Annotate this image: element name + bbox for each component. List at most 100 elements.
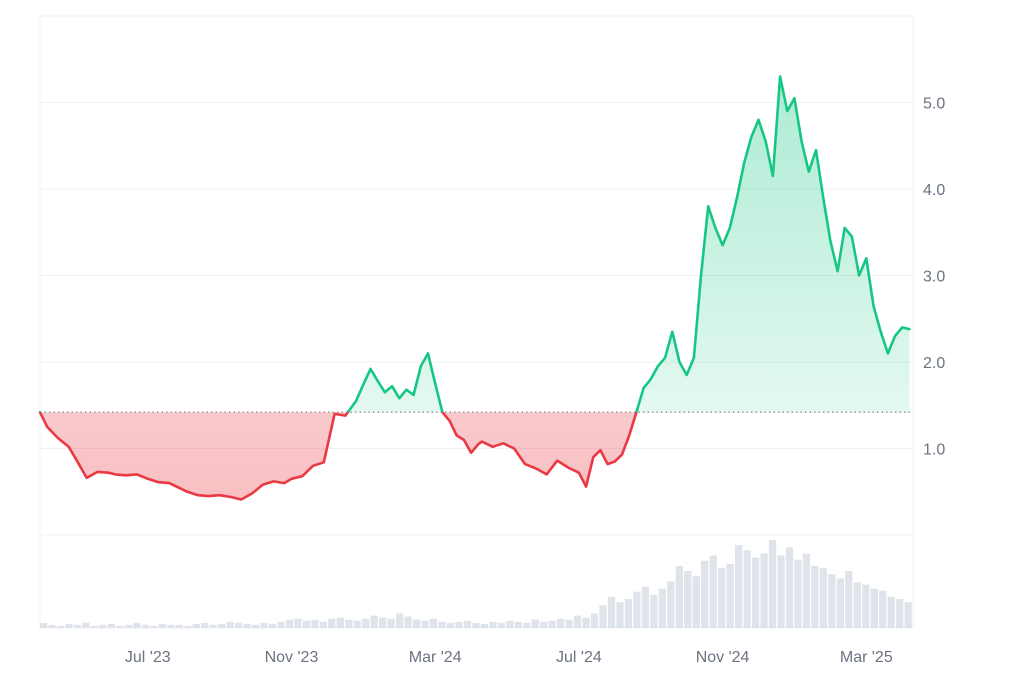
volume-bar bbox=[446, 622, 455, 628]
volume-bar bbox=[879, 590, 887, 628]
area-below-baseline bbox=[40, 412, 910, 500]
volume-bar bbox=[285, 619, 294, 628]
volume-bar bbox=[506, 620, 514, 628]
volume-bar bbox=[472, 622, 480, 628]
volume-bar bbox=[133, 622, 141, 628]
volume-bar bbox=[497, 622, 505, 628]
x-tick-label: Jul '23 bbox=[125, 649, 171, 666]
volume-bar bbox=[421, 620, 429, 628]
volume-bar bbox=[217, 623, 226, 628]
volume-bar bbox=[836, 578, 844, 628]
volume-bar bbox=[582, 617, 590, 628]
volume-bar bbox=[82, 622, 90, 628]
volume-bar bbox=[65, 623, 73, 628]
volume-bar bbox=[641, 586, 650, 628]
volume-bar bbox=[260, 622, 268, 628]
volume-bar bbox=[362, 618, 370, 628]
volume-bar bbox=[540, 621, 548, 628]
volume-bar bbox=[107, 623, 116, 628]
volume-bar bbox=[590, 613, 599, 628]
volume-bar bbox=[523, 622, 531, 628]
volume-bar bbox=[226, 621, 234, 628]
y-tick-label: 4.0 bbox=[923, 182, 945, 199]
volume-bar bbox=[616, 602, 624, 628]
volume-bar bbox=[480, 623, 489, 628]
volume-bar bbox=[90, 625, 99, 628]
volume-bar bbox=[277, 621, 285, 628]
volume-bar bbox=[887, 596, 895, 628]
volume-bar bbox=[633, 591, 641, 628]
volume-bar bbox=[73, 624, 82, 628]
volume-bar bbox=[760, 553, 768, 628]
volume-bar bbox=[345, 619, 353, 628]
volume-bar bbox=[675, 565, 683, 628]
volume-bar bbox=[607, 596, 616, 628]
volume-bar bbox=[489, 621, 497, 628]
volume-bar bbox=[150, 625, 158, 628]
volume-bar bbox=[624, 599, 633, 628]
volume-bar bbox=[40, 622, 48, 628]
volume-bar bbox=[751, 557, 760, 628]
line-layer bbox=[38, 75, 913, 501]
volume-bar bbox=[268, 623, 277, 628]
volume-bar bbox=[726, 563, 734, 628]
volume-bar bbox=[192, 623, 200, 628]
volume-bar bbox=[124, 624, 133, 628]
volume-bar bbox=[141, 624, 149, 628]
volume-bar bbox=[404, 616, 412, 628]
volume-bar bbox=[387, 618, 395, 628]
volume-bar bbox=[311, 619, 319, 628]
volume-bar bbox=[845, 571, 853, 628]
volume-bar bbox=[395, 613, 404, 628]
volume-bar bbox=[692, 576, 700, 628]
volume-bar bbox=[209, 624, 217, 628]
volume-bar bbox=[735, 545, 743, 628]
volume-layer bbox=[40, 540, 912, 628]
volume-bar bbox=[870, 588, 878, 628]
volume-bar bbox=[336, 617, 344, 628]
volume-bar bbox=[599, 605, 607, 628]
volume-bar bbox=[116, 625, 124, 628]
volume-bar bbox=[557, 618, 565, 628]
volume-bar bbox=[802, 553, 811, 628]
volume-bar bbox=[548, 620, 556, 628]
volume-bar bbox=[718, 567, 726, 628]
volume-bar bbox=[862, 584, 870, 628]
volume-bar bbox=[768, 540, 777, 628]
y-tick-label: 1.0 bbox=[923, 442, 945, 459]
volume-bar bbox=[251, 624, 260, 628]
volume-bar bbox=[565, 619, 573, 628]
volume-bar bbox=[243, 623, 251, 628]
x-tick-label: Nov '24 bbox=[696, 649, 750, 666]
volume-bar bbox=[785, 547, 794, 628]
x-tick-label: Mar '24 bbox=[409, 649, 462, 666]
volume-bar bbox=[777, 555, 785, 628]
volume-bar bbox=[684, 571, 692, 628]
volume-bar bbox=[794, 559, 802, 628]
price-line-up bbox=[38, 75, 911, 413]
price-line-down bbox=[38, 412, 638, 501]
volume-bar bbox=[828, 574, 836, 628]
volume-bar bbox=[819, 567, 828, 628]
volume-bar bbox=[650, 594, 658, 628]
volume-bar bbox=[701, 560, 709, 628]
volume-bar bbox=[56, 625, 65, 628]
volume-bar bbox=[658, 588, 667, 628]
volume-bar bbox=[302, 620, 311, 628]
x-tick-label: Mar '25 bbox=[840, 649, 893, 666]
area-layer bbox=[40, 76, 910, 500]
volume-bar bbox=[514, 621, 522, 628]
x-tick-label: Jul '24 bbox=[556, 649, 602, 666]
volume-bar bbox=[743, 550, 751, 628]
volume-bar bbox=[667, 581, 675, 628]
y-tick-label: 5.0 bbox=[923, 96, 945, 113]
x-tick-label: Nov '23 bbox=[265, 649, 319, 666]
volume-bar bbox=[48, 624, 56, 628]
y-tick-label: 3.0 bbox=[923, 269, 945, 286]
volume-bar bbox=[184, 625, 192, 628]
volume-bar bbox=[167, 624, 175, 628]
volume-bar bbox=[370, 615, 378, 628]
volume-bar bbox=[158, 623, 166, 628]
